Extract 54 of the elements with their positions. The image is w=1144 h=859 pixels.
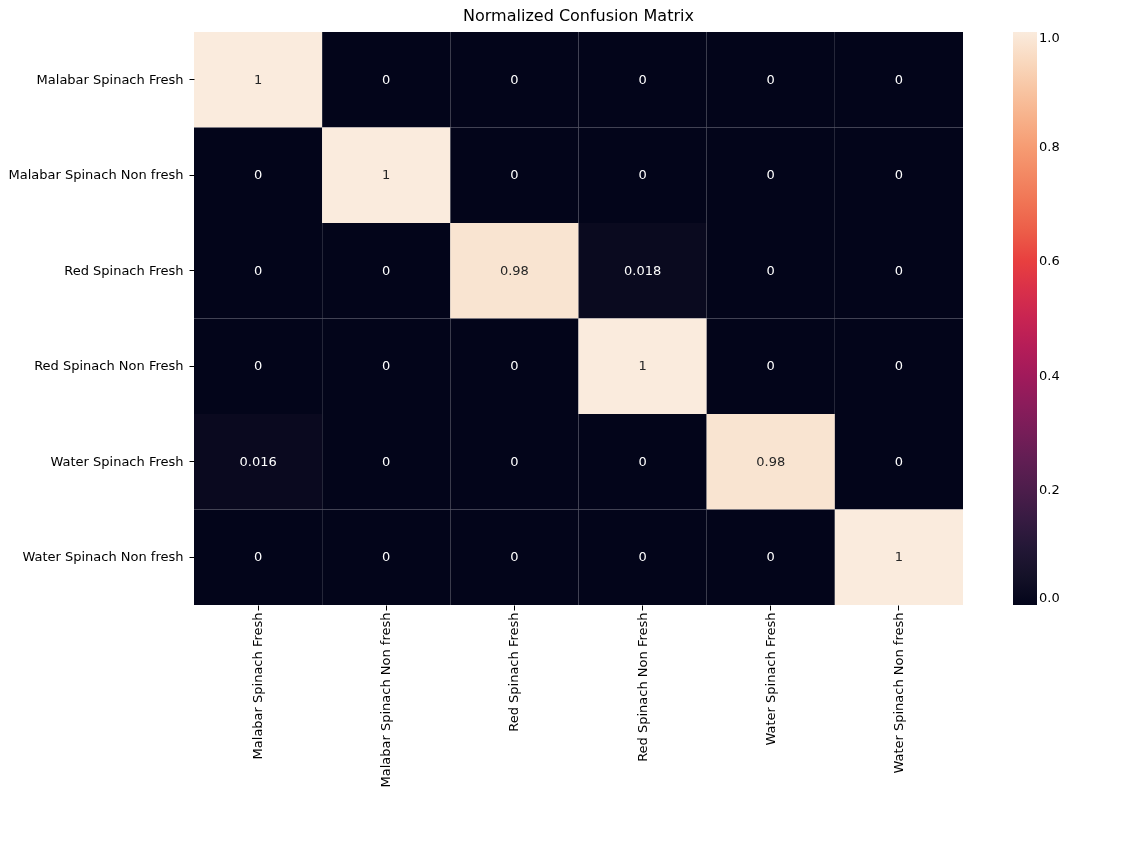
y-tick-label: Water Spinach Fresh bbox=[50, 453, 184, 469]
data-label: 1 bbox=[894, 549, 904, 565]
data-label: 0 bbox=[766, 549, 775, 565]
data-label: 0 bbox=[894, 262, 904, 278]
data-label: 0.016 bbox=[239, 453, 277, 469]
data-label: 1 bbox=[382, 167, 391, 183]
data-label: 0.018 bbox=[623, 262, 662, 278]
color-bar-label: 0.8 bbox=[1039, 138, 1060, 154]
data-label: 0 bbox=[510, 549, 519, 565]
color-bar-label: 0.4 bbox=[1039, 367, 1060, 383]
chart-title: Normalized Confusion Matrix bbox=[463, 6, 694, 25]
data-label: 0.98 bbox=[756, 453, 786, 469]
data-label: 0 bbox=[510, 71, 519, 87]
data-label: 0 bbox=[638, 453, 647, 469]
y-tick-label: Red Spinach Non Fresh bbox=[34, 358, 184, 374]
x-tick-label: Water Spinach Fresh bbox=[762, 612, 778, 746]
data-label: 0 bbox=[510, 167, 519, 183]
data-label: 0 bbox=[766, 71, 775, 87]
data-label: 0 bbox=[766, 167, 775, 183]
data-label: 1 bbox=[638, 358, 647, 374]
x-tick-label: Water Spinach Non fresh bbox=[890, 612, 906, 774]
color-bar-label: 0.2 bbox=[1039, 482, 1060, 498]
y-tick-label: Water Spinach Non fresh bbox=[22, 549, 184, 565]
data-label: 0 bbox=[253, 549, 263, 565]
data-label: 0 bbox=[253, 262, 263, 278]
data-label: 0 bbox=[382, 549, 391, 565]
data-label: 0 bbox=[382, 262, 391, 278]
data-label: 0 bbox=[894, 167, 904, 183]
data-label: 0 bbox=[894, 453, 904, 469]
data-label: 0 bbox=[894, 71, 904, 87]
data-label: 0 bbox=[253, 167, 263, 183]
data-label: 0 bbox=[638, 167, 647, 183]
data-label: 0 bbox=[382, 358, 391, 374]
color-bar-label: 0.6 bbox=[1039, 253, 1060, 269]
color-bar-label: 1.0 bbox=[1039, 30, 1060, 45]
data-label: 0 bbox=[766, 262, 775, 278]
data-label: 0 bbox=[510, 453, 519, 469]
data-label: 1 bbox=[253, 71, 263, 87]
y-tick-label: Malabar Spinach Non fresh bbox=[8, 167, 184, 183]
x-tick-label: Red Spinach Fresh bbox=[506, 612, 522, 732]
y-tick-label: Red Spinach Fresh bbox=[64, 262, 184, 278]
data-label: 0 bbox=[766, 358, 775, 374]
data-label: 0.98 bbox=[499, 262, 529, 278]
data-label: 0 bbox=[382, 71, 391, 87]
x-tick-label: Malabar Spinach Non fresh bbox=[378, 612, 394, 788]
x-tick-label: Red Spinach Non Fresh bbox=[634, 612, 650, 762]
data-label: 0 bbox=[253, 358, 263, 374]
color-bar-label: 0.0 bbox=[1039, 590, 1060, 605]
data-label: 0 bbox=[894, 358, 904, 374]
data-label: 0 bbox=[638, 71, 647, 87]
data-label: 0 bbox=[382, 453, 391, 469]
y-tick-label: Malabar Spinach Fresh bbox=[36, 71, 184, 87]
data-label: 0 bbox=[510, 358, 519, 374]
data-label: 0 bbox=[638, 549, 647, 565]
